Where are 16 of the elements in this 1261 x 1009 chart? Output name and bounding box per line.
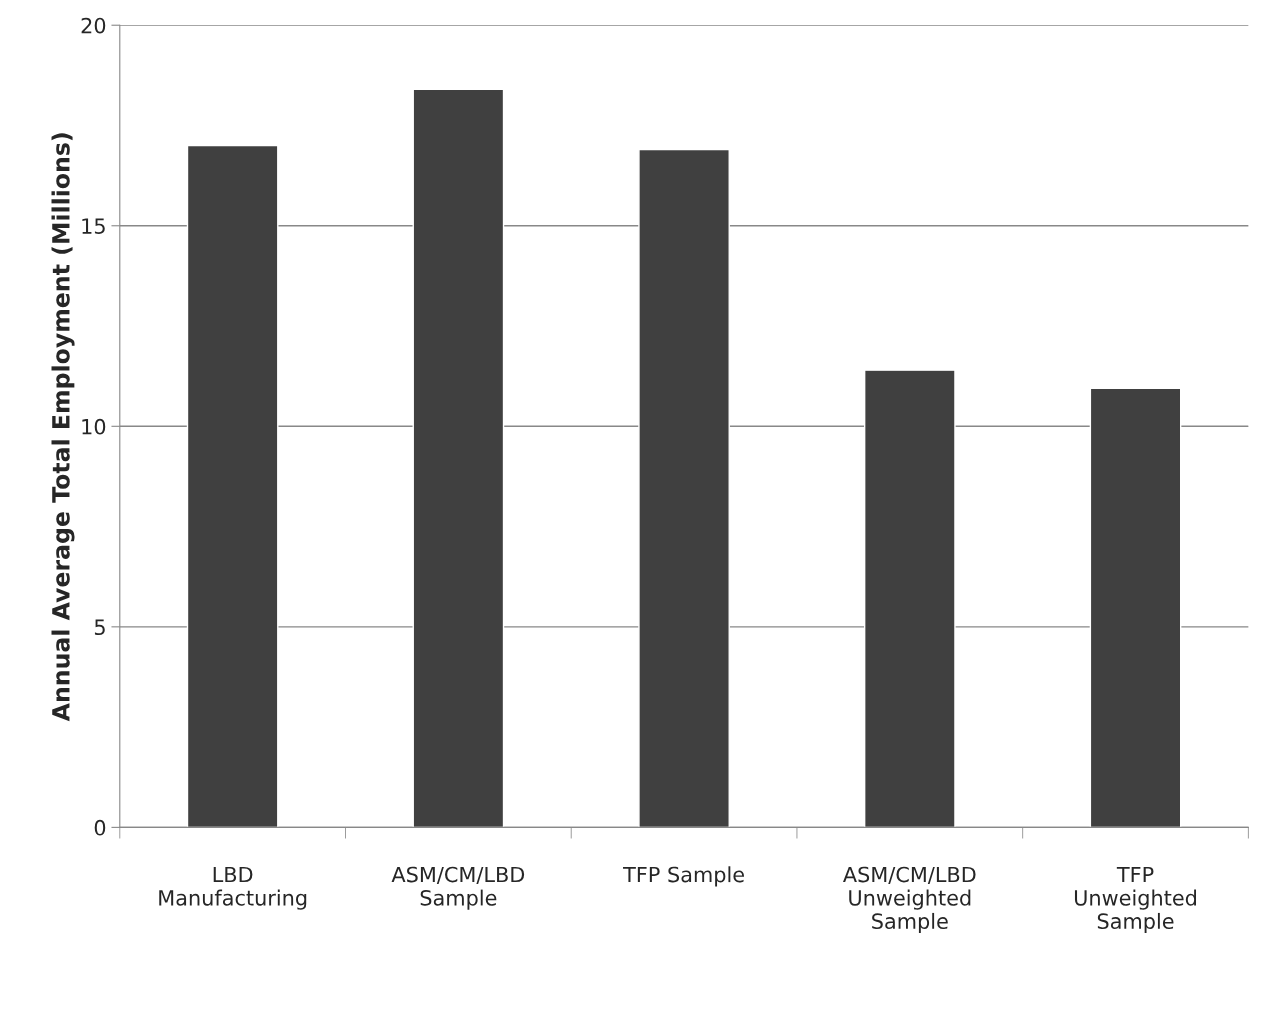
y-tick-label: 5 — [94, 619, 105, 636]
y-tick-label: 10 — [82, 418, 106, 435]
x-tick-label: ASM/CM/LBD Unweighted Sample — [843, 866, 976, 934]
y-tick-label: 15 — [82, 218, 105, 234]
x-tick-label: LBD Manufacturing — [159, 866, 307, 910]
bar — [186, 144, 279, 828]
y-tick-label: 20 — [81, 17, 106, 34]
x-tick-label: TFP Sample — [623, 866, 744, 887]
x-tick-label: ASM/CM/LBD Sample — [391, 866, 525, 910]
y-axis-title: Annual Average Total Employment (Millions) — [51, 133, 75, 722]
bar — [863, 369, 956, 828]
bar — [1089, 387, 1182, 828]
x-tick-label: TFP Unweighted Sample — [1074, 866, 1196, 934]
y-tick-label: 0 — [94, 819, 106, 836]
bar — [412, 88, 505, 828]
bar — [638, 148, 730, 828]
